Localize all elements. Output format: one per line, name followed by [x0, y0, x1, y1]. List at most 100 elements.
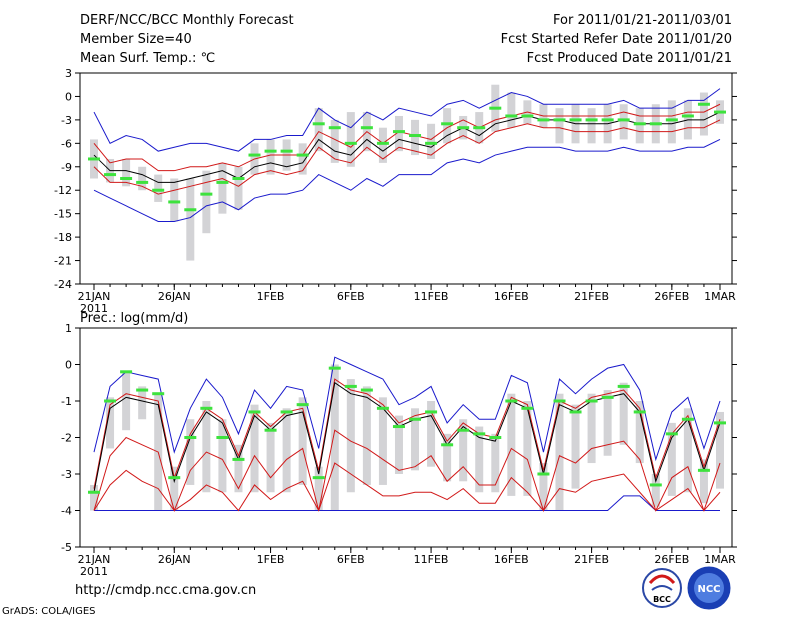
- precip-variable-label: Prec.: log(mm/d): [80, 311, 188, 326]
- member-box: [459, 419, 468, 482]
- y-tick-label: -9: [61, 161, 72, 174]
- ncc-logo-text: NCC: [697, 584, 720, 595]
- member-box: [635, 401, 644, 464]
- member-box: [699, 459, 708, 504]
- member-box: [346, 112, 355, 167]
- x-tick-label: 26FEB: [654, 553, 689, 566]
- x-tick-label: 1FEB: [257, 553, 285, 566]
- member-box: [411, 119, 420, 156]
- member-box: [218, 162, 227, 214]
- member-box: [651, 474, 660, 507]
- member-box: [523, 401, 532, 496]
- footer-url: http://cmdp.ncc.cma.gov.cn: [75, 583, 256, 598]
- forecast-period-label: For 2011/01/21-2011/03/01: [553, 13, 732, 28]
- member-box: [330, 364, 339, 511]
- member-box: [202, 401, 211, 493]
- x-tick-label: 26FEB: [654, 290, 689, 303]
- y-tick-label: -1: [61, 395, 72, 408]
- member-box: [427, 401, 436, 467]
- fcst-produced-label: Fcst Produced Date 2011/01/21: [527, 51, 732, 66]
- member-box: [378, 397, 387, 485]
- member-box: [250, 404, 259, 493]
- member-box: [346, 379, 355, 493]
- member-box: [186, 419, 195, 485]
- member-box: [266, 139, 275, 175]
- y-tick-label: -21: [54, 255, 72, 268]
- x-tick-label: 21JAN: [78, 290, 111, 303]
- member-box: [378, 127, 387, 163]
- upper-spread-line: [93, 378, 721, 489]
- y-tick-label: -4: [61, 505, 72, 518]
- min-line: [93, 138, 721, 222]
- member-box: [555, 108, 564, 144]
- lower-spread-line: [93, 429, 721, 513]
- plot-frame: [79, 72, 733, 285]
- max-line: [93, 356, 721, 462]
- member-box: [234, 444, 243, 493]
- fcst-started-label: Fcst Started Refer Date 2011/01/20: [501, 32, 732, 47]
- member-box: [555, 393, 564, 511]
- member-box: [106, 397, 115, 449]
- x-tick-label: 1MAR: [704, 553, 736, 566]
- plot-frame: [79, 327, 733, 548]
- member-box: [314, 466, 323, 511]
- x-year-label: 2011: [80, 302, 108, 315]
- member-box: [394, 115, 403, 152]
- member-box: [587, 108, 596, 144]
- member-box: [170, 178, 179, 222]
- member-box: [475, 426, 484, 493]
- member-box: [186, 178, 195, 261]
- member-box: [170, 466, 179, 511]
- member-box: [90, 484, 98, 511]
- upper-spread-line: [93, 103, 721, 172]
- y-tick-label: 0: [65, 359, 72, 372]
- x-tick-label: 21FEB: [574, 553, 609, 566]
- member-box: [218, 419, 227, 493]
- bcc-logo: BCC: [642, 568, 682, 608]
- member-box: [298, 143, 307, 175]
- member-box: [491, 433, 500, 493]
- y-tick-label: -6: [61, 137, 72, 150]
- member-box: [716, 411, 724, 489]
- member-box: [539, 463, 548, 511]
- x-tick-label: 26JAN: [158, 553, 191, 566]
- x-tick-label: 6FEB: [337, 290, 365, 303]
- x-tick-label: 16FEB: [494, 553, 529, 566]
- x-tick-label: 11FEB: [414, 290, 449, 303]
- y-tick-label: -5: [61, 541, 72, 554]
- member-box: [330, 119, 339, 163]
- figure-title: DERF/NCC/BCC Monthly Forecast: [80, 13, 294, 28]
- temp-variable-label: Mean Surf. Temp.: ℃: [80, 51, 215, 66]
- member-box: [587, 393, 596, 464]
- y-tick-label: -18: [54, 231, 72, 244]
- member-box: [202, 170, 211, 234]
- member-box: [362, 386, 371, 485]
- member-box: [667, 422, 676, 496]
- lower-spread-line: [93, 119, 721, 195]
- member-box: [443, 108, 452, 144]
- member-box: [394, 415, 403, 474]
- x-tick-label: 16FEB: [494, 290, 529, 303]
- member-box: [507, 92, 516, 128]
- member-box: [314, 108, 323, 152]
- y-tick-label: 3: [65, 67, 72, 80]
- x-tick-label: 11FEB: [414, 553, 449, 566]
- member-box: [427, 123, 436, 159]
- x-tick-label: 26JAN: [158, 290, 191, 303]
- x-tick-label: 21FEB: [574, 290, 609, 303]
- member-box: [699, 92, 708, 136]
- member-box: [571, 404, 580, 489]
- member-box: [138, 166, 147, 191]
- y-tick-label: -2: [61, 432, 72, 445]
- member-box: [635, 108, 644, 144]
- member-box: [282, 408, 291, 493]
- member-box: [266, 422, 275, 493]
- x-tick-label: 1FEB: [257, 290, 285, 303]
- member-box: [619, 104, 628, 140]
- member-box: [122, 371, 131, 431]
- y-tick-label: -12: [54, 184, 72, 197]
- member-box: [138, 386, 147, 420]
- precipitation-panel: 1 0 -1 -2 -3 -4 -5 21JAN 26JAN 1FEB 6FEB 11FEB 16FEB…: [61, 322, 737, 578]
